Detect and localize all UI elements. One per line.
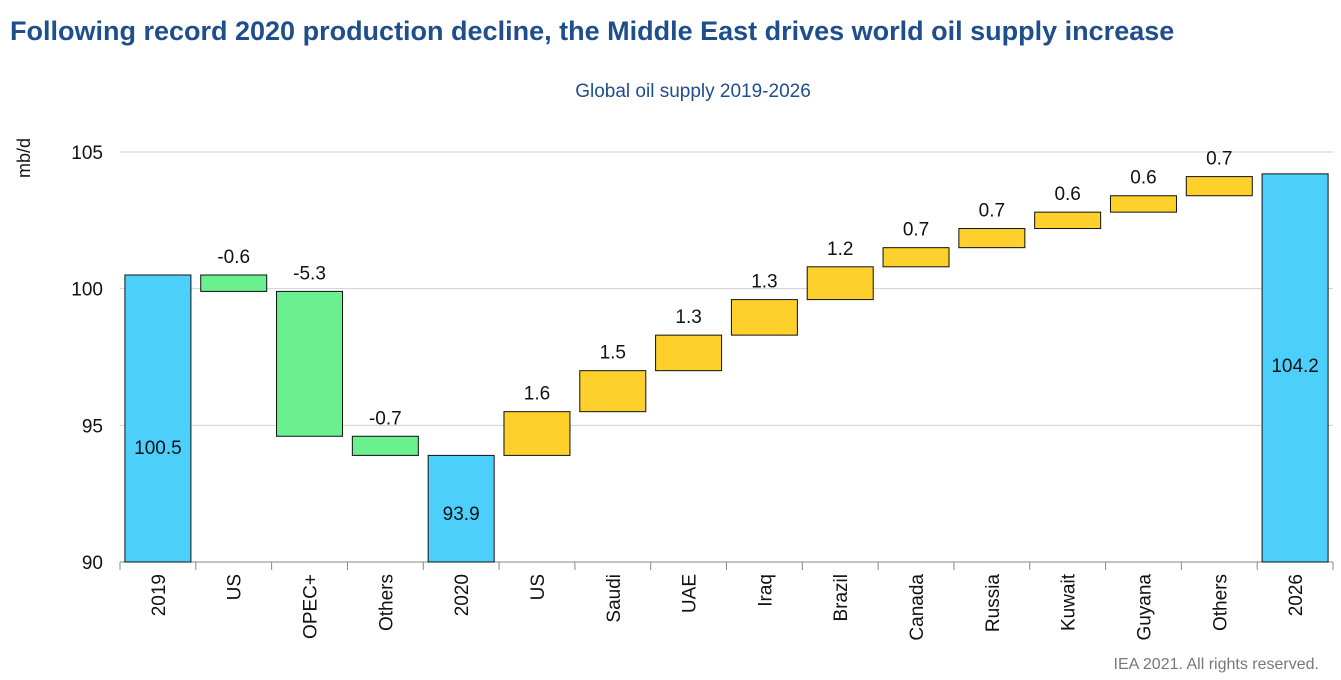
x-tick-label: Canada — [907, 574, 928, 641]
bar-saudi-6 — [579, 370, 647, 413]
data-label: 0.7 — [979, 201, 1005, 222]
y-tick-label: 100 — [71, 280, 103, 301]
data-label: 1.3 — [675, 307, 701, 328]
x-tick-label: Russia — [983, 574, 1004, 633]
data-label: 93.9 — [443, 504, 480, 525]
bar-opec--2 — [276, 290, 344, 437]
data-label: 0.7 — [1206, 149, 1232, 170]
bar-2020-4 — [427, 454, 495, 563]
bar-uae-7 — [655, 334, 723, 372]
bar-others-3 — [351, 435, 419, 456]
y-tick-label: 90 — [82, 553, 103, 574]
x-tick-label: Guyana — [1134, 574, 1155, 641]
y-axis-label: mb/d — [14, 138, 34, 178]
x-tick-label: Kuwait — [1059, 573, 1080, 631]
bar-us-5 — [503, 411, 571, 456]
bar-brazil-9 — [806, 266, 874, 301]
chart-subtitle: Global oil supply 2019-2026 — [575, 81, 811, 102]
x-tick-label: 2019 — [149, 574, 170, 616]
data-label: -5.3 — [293, 263, 326, 284]
data-label: 1.5 — [600, 343, 626, 364]
source-note: IEA 2021. All rights reserved. — [1113, 656, 1319, 673]
bar-guyana-13 — [1109, 195, 1177, 213]
chart-main-title: Following record 2020 production decline… — [10, 16, 1175, 46]
bar-2019-0 — [124, 274, 192, 563]
data-labels: 100.5 -0.6 -5.3 -0.7 93.9 1.6 1.5 1.3 1.3 1.2 0.7 0… — [134, 149, 1319, 525]
x-tick-label: OPEC+ — [301, 574, 322, 639]
bar-kuwait-12 — [1034, 211, 1102, 230]
bar-russia-11 — [958, 228, 1026, 249]
data-label: -0.6 — [217, 247, 250, 268]
data-label: 104.2 — [1271, 356, 1319, 377]
bars — [124, 173, 1329, 563]
bar-2026-15 — [1261, 173, 1329, 563]
bar-iraq-8 — [730, 299, 798, 336]
x-tick-label: Iraq — [755, 574, 776, 607]
data-label: 1.3 — [751, 272, 777, 293]
data-label: -0.7 — [369, 408, 402, 429]
data-label: 0.6 — [1054, 184, 1080, 205]
data-label: 1.6 — [524, 384, 550, 405]
y-tick-label: 95 — [82, 416, 103, 437]
x-tick-label: US — [528, 574, 549, 600]
data-label: 100.5 — [134, 438, 182, 459]
data-label: 0.6 — [1130, 168, 1156, 189]
x-tick-label: 2026 — [1286, 574, 1307, 616]
x-tick-label: 2020 — [452, 574, 473, 616]
x-tick-label: US — [225, 574, 246, 600]
bar-us-1 — [200, 274, 268, 292]
x-tick-label: Saudi — [604, 574, 625, 623]
bar-canada-10 — [882, 247, 950, 268]
data-label: 1.2 — [827, 239, 853, 260]
y-axis-ticks: 90 95 100 105 — [71, 143, 103, 574]
bar-others-14 — [1185, 176, 1253, 197]
x-axis-ticks: 2019 US OPEC+ Others 2020 US Saudi UAE Iraq Brazi… — [119, 562, 1334, 641]
data-label: 0.7 — [903, 220, 929, 241]
x-tick-label: Others — [1210, 574, 1231, 631]
x-tick-label: UAE — [680, 574, 701, 613]
x-tick-label: Others — [376, 574, 397, 631]
y-tick-label: 105 — [71, 143, 103, 164]
x-tick-label: Brazil — [831, 574, 852, 622]
